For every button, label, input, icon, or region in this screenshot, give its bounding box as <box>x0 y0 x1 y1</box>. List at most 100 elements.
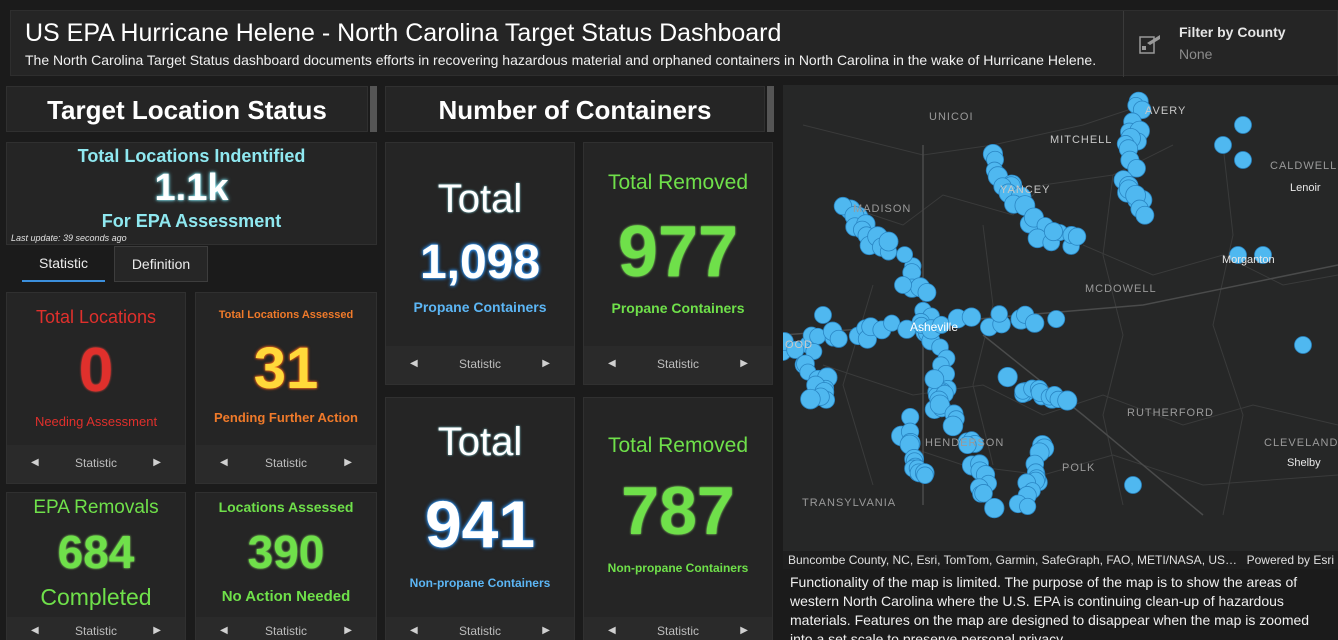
pending-nav: ◀ Statistic ▶ <box>196 445 376 483</box>
target-marker[interactable] <box>917 283 937 302</box>
nav-label: Statistic <box>458 624 501 638</box>
prev-arrow-icon[interactable]: ◀ <box>410 358 418 369</box>
target-marker[interactable] <box>997 366 1018 388</box>
target-marker[interactable] <box>916 466 934 484</box>
target-marker[interactable] <box>942 415 964 437</box>
next-arrow-icon[interactable]: ▶ <box>542 358 550 369</box>
county-label: RUTHERFORD <box>1127 407 1214 419</box>
target-marker[interactable] <box>924 369 945 389</box>
next-arrow-icon[interactable]: ▶ <box>344 625 352 636</box>
scrollbar-middle[interactable] <box>767 86 774 132</box>
powered-by[interactable]: Powered by Esri <box>1246 553 1334 567</box>
pending-action-card: Total Locations Assessed 31 Pending Furt… <box>195 292 377 484</box>
target-marker[interactable] <box>1067 227 1087 246</box>
target-marker[interactable] <box>932 315 951 334</box>
target-marker[interactable] <box>800 388 821 410</box>
page-subtitle: The North Carolina Target Status dashboa… <box>25 52 1097 68</box>
county-label: AVERY <box>1145 105 1187 117</box>
target-marker[interactable] <box>1019 497 1037 515</box>
filter-value: None <box>1179 46 1213 62</box>
nav-label: Statistic <box>656 624 699 638</box>
propane-removed-bottom: Propane Containers <box>611 300 745 316</box>
target-marker[interactable] <box>1124 476 1142 494</box>
county-label: TRANSYLVANIA <box>802 497 897 509</box>
target-marker[interactable] <box>805 343 823 360</box>
target-marker[interactable] <box>974 484 993 503</box>
next-arrow-icon[interactable]: ▶ <box>740 625 748 636</box>
county-label: MADISON <box>853 203 912 215</box>
removals-top: EPA Removals <box>33 497 159 518</box>
city-label: Shelby <box>1287 457 1321 469</box>
propane-removed-top: Total Removed <box>607 171 749 194</box>
city-label: Morganton <box>1222 254 1275 266</box>
prev-arrow-icon[interactable]: ◀ <box>220 625 228 636</box>
map-canvas[interactable] <box>783 85 1338 569</box>
assessed-value: 390 <box>247 526 325 578</box>
county-filter[interactable]: Filter by County None <box>1123 11 1338 77</box>
target-marker[interactable] <box>958 435 977 455</box>
target-marker[interactable] <box>1229 246 1247 264</box>
target-marker[interactable] <box>1047 310 1066 328</box>
target-marker[interactable] <box>1214 136 1232 154</box>
prev-arrow-icon[interactable]: ◀ <box>220 457 228 468</box>
target-marker[interactable] <box>961 307 982 327</box>
county-label: POLK <box>1062 462 1096 474</box>
nonpropane-removed-card: Total Removed 787 Non-propane Containers… <box>583 397 773 640</box>
target-marker[interactable] <box>896 246 914 264</box>
target-marker[interactable] <box>829 329 848 348</box>
target-marker[interactable] <box>1025 313 1045 333</box>
target-map[interactable] <box>783 85 1338 569</box>
prev-arrow-icon[interactable]: ◀ <box>31 625 39 636</box>
containers-header: Number of Containers <box>385 86 765 132</box>
prev-arrow-icon[interactable]: ◀ <box>410 625 418 636</box>
removals-nav: ◀ Statistic ▶ <box>7 617 185 640</box>
needing-bottom: Needing Assessment <box>34 414 158 429</box>
city-label: Asheville <box>910 320 959 334</box>
target-marker[interactable] <box>814 306 832 324</box>
county-label: CLEVELAND <box>1264 437 1338 449</box>
nonpropane-total-card: Total 941 Non-propane Containers ◀ Stati… <box>385 397 575 640</box>
target-marker[interactable] <box>786 340 805 359</box>
propane-total-nav: ◀ Statistic ▶ <box>386 346 574 384</box>
next-arrow-icon[interactable]: ▶ <box>740 358 748 369</box>
assessed-bottom: No Action Needed <box>221 588 351 605</box>
nonpropane-total-nav: ◀ Statistic ▶ <box>386 617 574 640</box>
prev-arrow-icon[interactable]: ◀ <box>608 625 616 636</box>
prev-arrow-icon[interactable]: ◀ <box>31 457 39 468</box>
target-marker[interactable] <box>1294 336 1312 354</box>
next-arrow-icon[interactable]: ▶ <box>344 457 352 468</box>
pending-top: Total Locations Assessed <box>218 309 354 321</box>
target-marker[interactable] <box>878 231 899 252</box>
next-arrow-icon[interactable]: ▶ <box>542 625 550 636</box>
target-marker[interactable] <box>894 276 912 294</box>
removals-value: 684 <box>57 526 135 578</box>
attribution-text[interactable]: Buncombe County, NC, Esri, TomTom, Garmi… <box>788 553 1238 567</box>
removals-bottom: Completed <box>40 584 152 610</box>
scrollbar-left[interactable] <box>370 86 377 132</box>
assessed-nav: ◀ Statistic ▶ <box>196 617 376 640</box>
next-arrow-icon[interactable]: ▶ <box>153 457 161 468</box>
prev-arrow-icon[interactable]: ◀ <box>608 358 616 369</box>
tab-definition[interactable]: Definition <box>114 246 208 282</box>
target-marker[interactable] <box>1127 159 1146 178</box>
target-marker[interactable] <box>984 497 1005 519</box>
target-marker[interactable] <box>1234 116 1252 134</box>
target-marker[interactable] <box>929 394 950 415</box>
propane-total-card: Total 1,098 Propane Containers ◀ Statist… <box>385 142 575 385</box>
target-marker[interactable] <box>1135 205 1155 225</box>
total-locations-bottom: For EPA Assessment <box>101 211 282 231</box>
next-arrow-icon[interactable]: ▶ <box>153 625 161 636</box>
nav-label: Statistic <box>656 357 699 371</box>
target-marker[interactable] <box>1057 390 1078 411</box>
county-label: HENDERSON <box>925 437 1005 449</box>
propane-total-value: 1,098 <box>419 236 541 289</box>
nav-label: Statistic <box>264 624 307 638</box>
target-marker[interactable] <box>1254 246 1272 264</box>
tab-statistic[interactable]: Statistic <box>22 246 105 282</box>
propane-total-top: Total <box>437 177 523 221</box>
target-marker[interactable] <box>1234 151 1252 169</box>
target-marker[interactable] <box>1043 222 1063 242</box>
nonpropane-removed-top: Total Removed <box>607 434 749 457</box>
target-marker[interactable] <box>990 305 1008 323</box>
last-update: Last update: 39 seconds ago <box>11 233 127 243</box>
